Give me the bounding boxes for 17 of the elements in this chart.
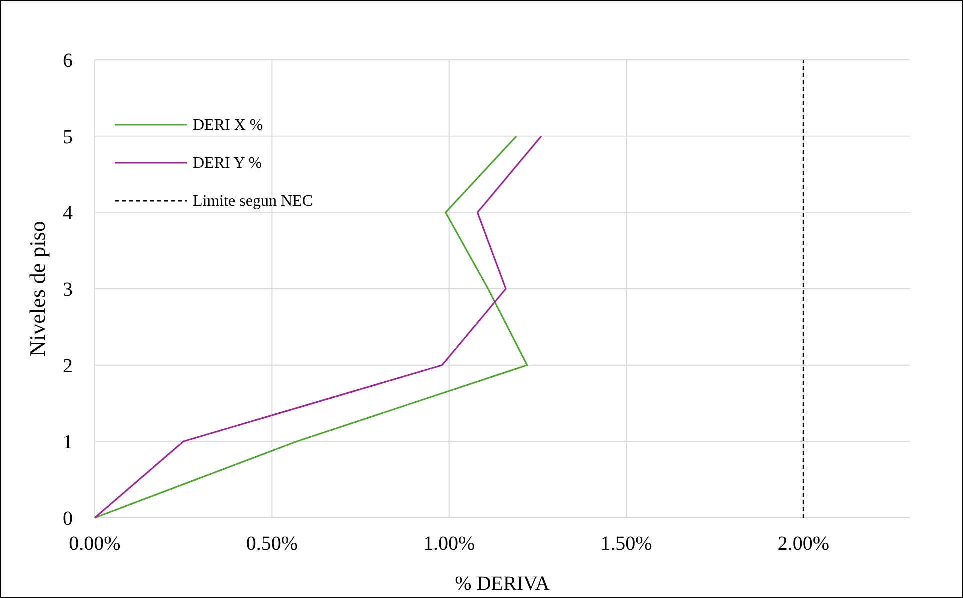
y-tick-label: 6 <box>63 50 73 72</box>
x-axis-title: % DERIVA <box>455 573 550 595</box>
y-tick-label: 2 <box>63 355 73 378</box>
x-tick-label: 0.50% <box>246 533 298 555</box>
legend-label: DERI Y % <box>193 155 262 172</box>
y-axis-title: Niveles de piso <box>25 221 50 357</box>
x-tick-label: 2.00% <box>778 533 830 555</box>
y-tick-label: 5 <box>63 126 73 148</box>
x-tick-label: 1.00% <box>424 533 476 555</box>
legend-label: DERI X % <box>193 117 264 134</box>
y-tick-label: 1 <box>63 432 73 454</box>
y-tick-label: 0 <box>63 508 73 530</box>
legend-label: Limite segun NEC <box>193 193 313 210</box>
y-tick-label: 3 <box>63 279 73 301</box>
x-tick-label: 0.00% <box>69 533 121 555</box>
x-tick-label: 1.50% <box>600 533 652 555</box>
y-tick-label: 4 <box>63 202 73 225</box>
